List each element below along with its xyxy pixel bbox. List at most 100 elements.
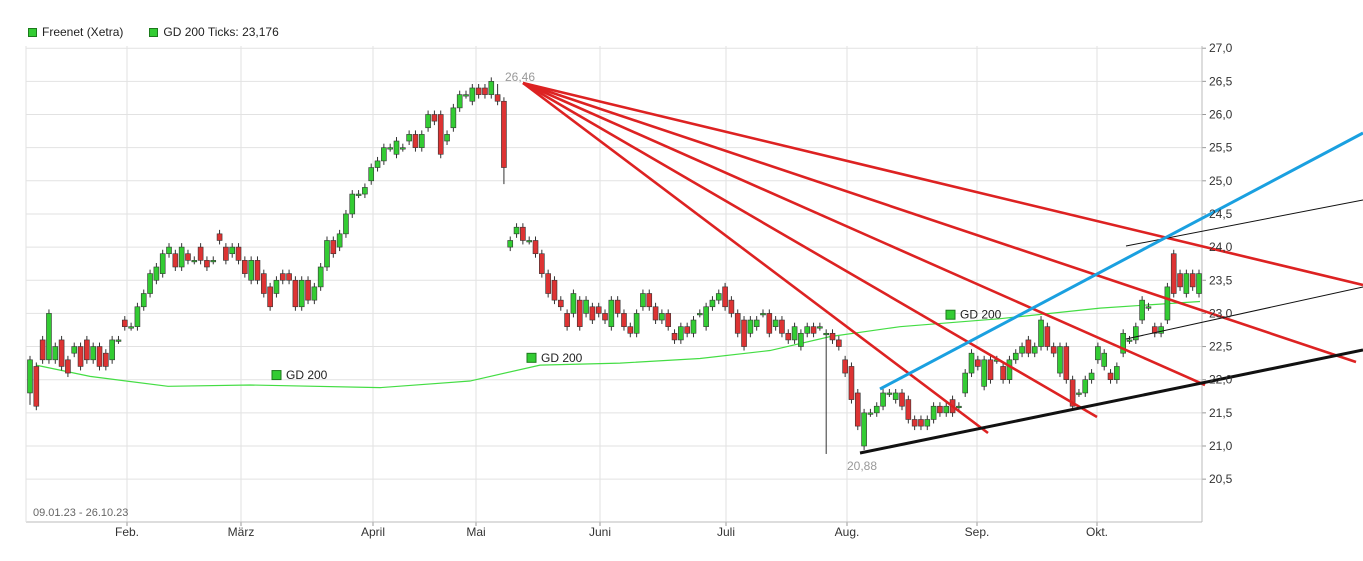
candle-body [1126,339,1133,342]
x-tick-label: März [228,525,255,539]
candle-body [987,359,994,380]
candle-body [772,319,779,327]
candle [1133,322,1139,344]
candle-body [286,273,292,281]
chart-grid [26,46,1206,526]
candle [84,335,90,364]
candle-body [595,306,602,314]
candle [659,309,665,325]
candle [1164,282,1171,325]
candle [1114,362,1120,384]
candle [583,296,589,318]
candle-body [899,392,905,407]
candle-body [39,339,46,361]
candle [185,249,191,265]
candle [58,335,65,371]
candle [393,137,400,159]
candle-body [652,306,659,321]
candle [418,130,425,152]
candle [178,243,185,271]
candle-body [159,253,166,274]
candle-body [128,326,134,329]
candle [381,143,387,165]
candle-body [349,193,356,215]
candle-body [1038,319,1044,347]
candle [450,103,457,132]
candle [665,309,672,331]
candle [810,322,817,338]
x-tick-label: Okt. [1086,525,1108,539]
candle-body [1139,299,1145,321]
candle-body [115,339,122,342]
candle-body [305,279,311,301]
candle-body [576,299,583,327]
legend-swatch-icon [28,27,37,37]
candle [463,90,469,99]
candle [1183,269,1190,298]
legend-item-freenet: Freenet (Xetra) [28,25,123,39]
candle [336,229,343,252]
y-tick-label: 22,0 [1209,373,1233,387]
candle-body [690,319,697,334]
candle [166,243,172,258]
candle-body [456,94,463,109]
red-fan-trendline [522,81,1363,287]
candle-body [166,246,172,255]
candle-body [197,246,204,261]
candle-body [1076,392,1082,395]
candle [842,355,848,378]
candle [1006,355,1013,384]
candle [981,355,987,391]
y-tick-label: 26,0 [1209,108,1233,122]
candle [520,223,526,245]
candle [1031,342,1038,358]
candle-body [216,233,223,241]
candle [1107,369,1114,384]
candle-body [235,246,242,261]
label-layer: 27,0 26,5 26,0 25,5 25,0 24,5 24,0 23,5 23,0 22,5… [115,41,1233,539]
gd200-marker [526,352,537,363]
candle-body [1000,366,1006,381]
candle [134,302,141,331]
candle-body [1158,326,1164,334]
candle [159,249,166,278]
candle [589,302,596,325]
y-tick-label: 23,5 [1209,273,1233,287]
candle-body [469,87,476,102]
candle-body [1095,346,1101,361]
candle-body [823,332,829,336]
candle-body [343,213,349,235]
date-range-label: 09.01.23 - 26.10.23 [33,507,128,519]
candle [1050,342,1057,358]
candle-body [1088,372,1095,381]
candle [532,236,539,258]
candle [570,289,577,318]
black-support-trendline [859,348,1363,455]
candle-body [77,346,84,367]
candle [488,77,495,99]
candle-body [121,319,128,327]
red-fan-trendline [522,81,989,435]
candle [867,408,874,417]
candle [892,388,899,404]
candle-body [804,326,811,334]
candle [728,296,735,318]
candle-body [886,392,893,395]
candle [779,316,785,338]
candle [652,302,659,325]
candle-body [1019,346,1025,354]
candle [602,309,608,325]
candle [861,408,867,450]
candle-body [140,293,147,308]
candle [526,236,532,245]
candle-body [1183,273,1190,294]
candle [621,309,627,331]
y-tick-label: 21,0 [1209,439,1233,453]
candle-body [785,332,792,341]
candle [469,84,476,106]
legend-item-gd200: GD 200 Ticks: 23,176 [149,25,279,39]
candle [760,309,766,318]
candle-body [1170,253,1177,294]
candle [557,296,564,311]
candle-body [1164,286,1171,321]
